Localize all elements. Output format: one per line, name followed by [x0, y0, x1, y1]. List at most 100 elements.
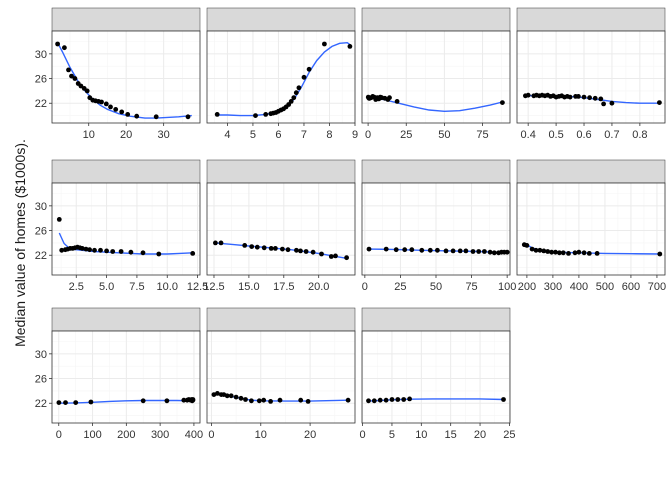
data-point-indus: [261, 397, 267, 403]
data-point-lstat: [108, 104, 113, 110]
data-point-tax: [572, 250, 578, 256]
panel-background-nox: [517, 31, 665, 123]
data-point-indus: [228, 393, 234, 399]
x-tick-label-nox: 0.6: [576, 129, 591, 141]
data-point-tax: [557, 250, 562, 256]
data-point-age: [409, 247, 415, 253]
data-point-ptratio: [285, 247, 291, 253]
x-tick-label-ptratio: 20.0: [308, 281, 329, 293]
x-tick-label-dis: 2.5: [69, 281, 84, 293]
data-point-black: [56, 400, 62, 405]
x-tick-label-crim: 0: [365, 129, 371, 141]
y-tick-label: 22: [35, 398, 47, 410]
data-point-dis: [128, 249, 134, 255]
x-tick-label-nox: 0.5: [548, 129, 563, 141]
data-point-nox: [592, 95, 598, 101]
data-point-dis: [87, 247, 92, 253]
data-point-age: [419, 247, 425, 253]
data-point-rad: [377, 397, 383, 403]
data-point-rm: [214, 112, 220, 117]
x-tick-label-age: 50: [430, 281, 442, 293]
data-point-ptratio: [213, 240, 218, 246]
x-tick-label-rad: 20: [474, 429, 486, 441]
data-point-rm: [293, 90, 299, 96]
data-point-nox: [576, 94, 581, 99]
smooth-line-lstat: [56, 42, 192, 119]
strip-crim: [361, 7, 511, 32]
facet-panel-rm: 4 5 6 7 8 9: [206, 7, 358, 141]
data-point-dis: [156, 251, 162, 257]
data-point-age: [435, 247, 440, 253]
data-point-rm: [288, 99, 294, 104]
x-tick-label-tax: 200: [518, 281, 536, 293]
data-point-ptratio: [249, 244, 255, 250]
x-tick-label-tax: 400: [570, 281, 588, 293]
facet-panel-black: 0 100 200 300 400 22 26 30: [35, 307, 203, 441]
data-point-rad: [401, 397, 407, 402]
data-point-age: [443, 248, 449, 254]
x-tick-label-dis: 12.5: [187, 281, 208, 293]
data-point-rad: [389, 397, 395, 402]
y-tick-label: 30: [35, 49, 47, 61]
data-point-black: [181, 397, 187, 403]
data-point-lstat: [113, 107, 119, 112]
data-point-black: [164, 398, 170, 404]
panel-border-tax: [516, 182, 666, 276]
data-point-age: [366, 246, 372, 252]
data-point-indus: [277, 397, 283, 403]
data-point-lstat: [78, 83, 84, 89]
panel-border-rad: [361, 330, 511, 424]
data-point-crim: [500, 100, 505, 105]
x-tick-label-age: 0: [362, 281, 368, 293]
data-point-rad: [501, 397, 506, 402]
panel-background-indus: [207, 331, 355, 423]
x-tick-label-lstat: 30: [158, 129, 170, 141]
strip-dis: [51, 159, 201, 184]
facet-panel-tax: 200 300 400 500 600 700: [516, 159, 666, 293]
data-point-tax: [560, 250, 566, 256]
data-point-dis: [190, 251, 196, 256]
y-tick-label: 30: [35, 201, 47, 213]
data-point-tax: [566, 251, 571, 256]
data-point-dis: [92, 247, 97, 253]
data-point-tax: [553, 249, 558, 255]
data-point-age: [383, 246, 389, 252]
data-point-ptratio: [328, 254, 334, 259]
y-tick-label: 26: [35, 74, 47, 86]
data-point-rm: [301, 74, 307, 80]
data-point-ptratio: [242, 243, 248, 248]
data-point-rad: [371, 398, 377, 404]
x-tick-label-nox: 0.7: [604, 129, 619, 141]
data-point-indus: [215, 391, 220, 396]
data-point-rm: [296, 85, 302, 91]
data-point-lstat: [153, 114, 159, 120]
facet-panel-dis: 2.5 5.0 7.5 10.0 12.5 22 26 30: [35, 159, 208, 293]
x-tick-label-crim: 75: [476, 129, 488, 141]
data-point-rm: [263, 112, 269, 117]
data-point-nox: [598, 96, 604, 102]
strip-lstat: [51, 7, 201, 32]
x-tick-label-ptratio: 15.0: [238, 281, 259, 293]
data-point-rm: [306, 66, 312, 72]
data-point-tax: [581, 250, 587, 256]
data-point-tax: [586, 251, 592, 256]
y-tick-label: 22: [35, 250, 47, 262]
strip-black: [51, 307, 201, 332]
data-point-indus: [238, 395, 244, 401]
x-tick-label-rad: 10: [415, 429, 427, 441]
smooth-line-black: [58, 399, 193, 404]
data-point-ptratio: [273, 246, 278, 251]
data-point-tax: [549, 249, 554, 255]
panel-border-ptratio: [206, 182, 356, 276]
data-point-ptratio: [294, 247, 299, 253]
data-point-black: [190, 397, 196, 402]
strip-age: [361, 159, 511, 184]
data-point-indus: [305, 399, 311, 404]
y-axis-label: Median value of homes ($1000s).: [12, 139, 28, 347]
data-point-dis: [110, 249, 116, 254]
x-tick-label-nox: 0.4: [521, 129, 536, 141]
x-tick-label-rad: 15: [445, 429, 457, 441]
data-point-lstat: [125, 112, 131, 117]
data-point-indus: [256, 398, 262, 404]
data-point-lstat: [72, 76, 78, 81]
